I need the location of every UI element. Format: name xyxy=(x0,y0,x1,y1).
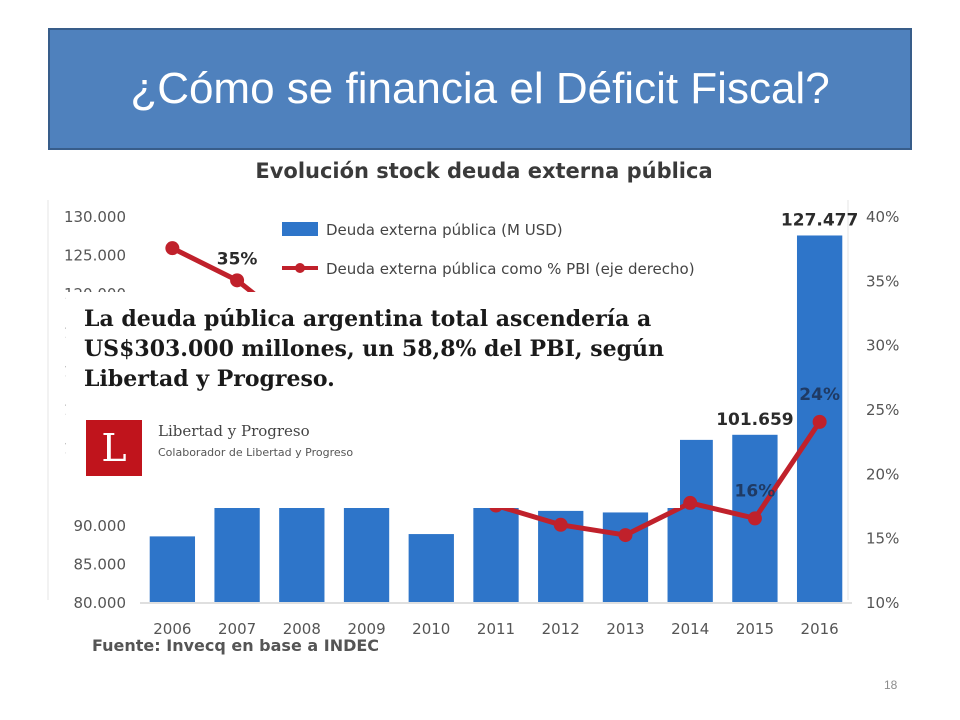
x-axis-tick-label: 2015 xyxy=(736,620,774,638)
publisher-name: Libertad y Progreso xyxy=(158,422,310,440)
line-point xyxy=(683,495,698,510)
right-axis-tick-label: 10% xyxy=(866,594,899,612)
line-value-label: 35% xyxy=(217,249,258,269)
legend-line-label: Deuda externa pública como % PBI (eje de… xyxy=(326,260,695,278)
slide-title: ¿Cómo se financia el Déficit Fiscal? xyxy=(130,64,830,113)
right-axis-tick-label: 20% xyxy=(866,465,899,483)
bar xyxy=(279,501,325,602)
x-axis-tick-label: 2016 xyxy=(801,620,839,638)
x-axis-tick-label: 2012 xyxy=(542,620,580,638)
chart-data-labels: 101.659 127.477 35% 16% 24% xyxy=(217,210,859,501)
line-point xyxy=(747,511,762,526)
legend-line-marker xyxy=(295,263,305,273)
publisher-logo: L xyxy=(86,420,142,476)
x-axis-tick-label: 2006 xyxy=(153,620,191,638)
x-axis-tick-label: 2007 xyxy=(218,620,256,638)
line-point xyxy=(812,414,827,429)
left-axis-tick-label: 125.000 xyxy=(64,247,126,265)
bar xyxy=(473,501,519,602)
chart-legend: Deuda externa pública (M USD) Deuda exter… xyxy=(282,221,695,278)
legend-bar-label: Deuda externa pública (M USD) xyxy=(326,221,563,239)
bar xyxy=(149,536,196,602)
right-axis-tick-label: 25% xyxy=(866,401,899,419)
right-axis-tick-label: 40% xyxy=(866,208,899,226)
publisher-logo-letter: L xyxy=(101,426,127,470)
chart-frame xyxy=(47,200,849,600)
line-point xyxy=(230,273,245,288)
news-quote-card: La deuda pública argentina total ascende… xyxy=(66,292,680,508)
publisher-subtitle: Colaborador de Libertad y Progreso xyxy=(158,446,354,459)
left-axis-tick-label: 80.000 xyxy=(74,594,127,612)
x-axis-tick-label: 2009 xyxy=(347,620,385,638)
slide-title-box: ¿Cómo se financia el Déficit Fiscal? xyxy=(48,28,912,150)
bar-value-label: 127.477 xyxy=(781,210,858,230)
chart-title: Evolución stock deuda externa pública xyxy=(255,159,712,183)
x-axis-tick-label: 2014 xyxy=(671,620,709,638)
bar-value-label: 101.659 xyxy=(716,410,793,430)
left-axis-tick-label: 130.000 xyxy=(64,208,126,226)
line-point xyxy=(618,528,633,543)
left-axis-tick-label: 85.000 xyxy=(74,555,127,573)
line-value-label: 24% xyxy=(799,385,840,405)
bar xyxy=(214,501,260,602)
line-point xyxy=(165,241,180,256)
chart-source: Fuente: Invecq en base a INDEC xyxy=(92,636,380,655)
right-axis-tick-label: 35% xyxy=(866,272,899,290)
bar xyxy=(408,534,454,602)
right-axis-tick-label: 30% xyxy=(866,337,899,355)
legend-bar-swatch xyxy=(282,222,318,236)
x-axis-tick-label: 2008 xyxy=(283,620,321,638)
x-axis-tick-label: 2011 xyxy=(477,620,515,638)
news-headline: La deuda pública argentina total ascende… xyxy=(84,306,664,392)
line-value-label: 16% xyxy=(735,481,776,501)
bar xyxy=(343,501,390,602)
right-axis-tick-label: 15% xyxy=(866,530,899,548)
page-number: 18 xyxy=(884,678,898,692)
x-axis-tick-label: 2010 xyxy=(412,620,450,638)
x-axis-tick-label: 2013 xyxy=(606,620,644,638)
line-point xyxy=(553,517,568,532)
left-axis-tick-label: 90.000 xyxy=(74,517,127,535)
